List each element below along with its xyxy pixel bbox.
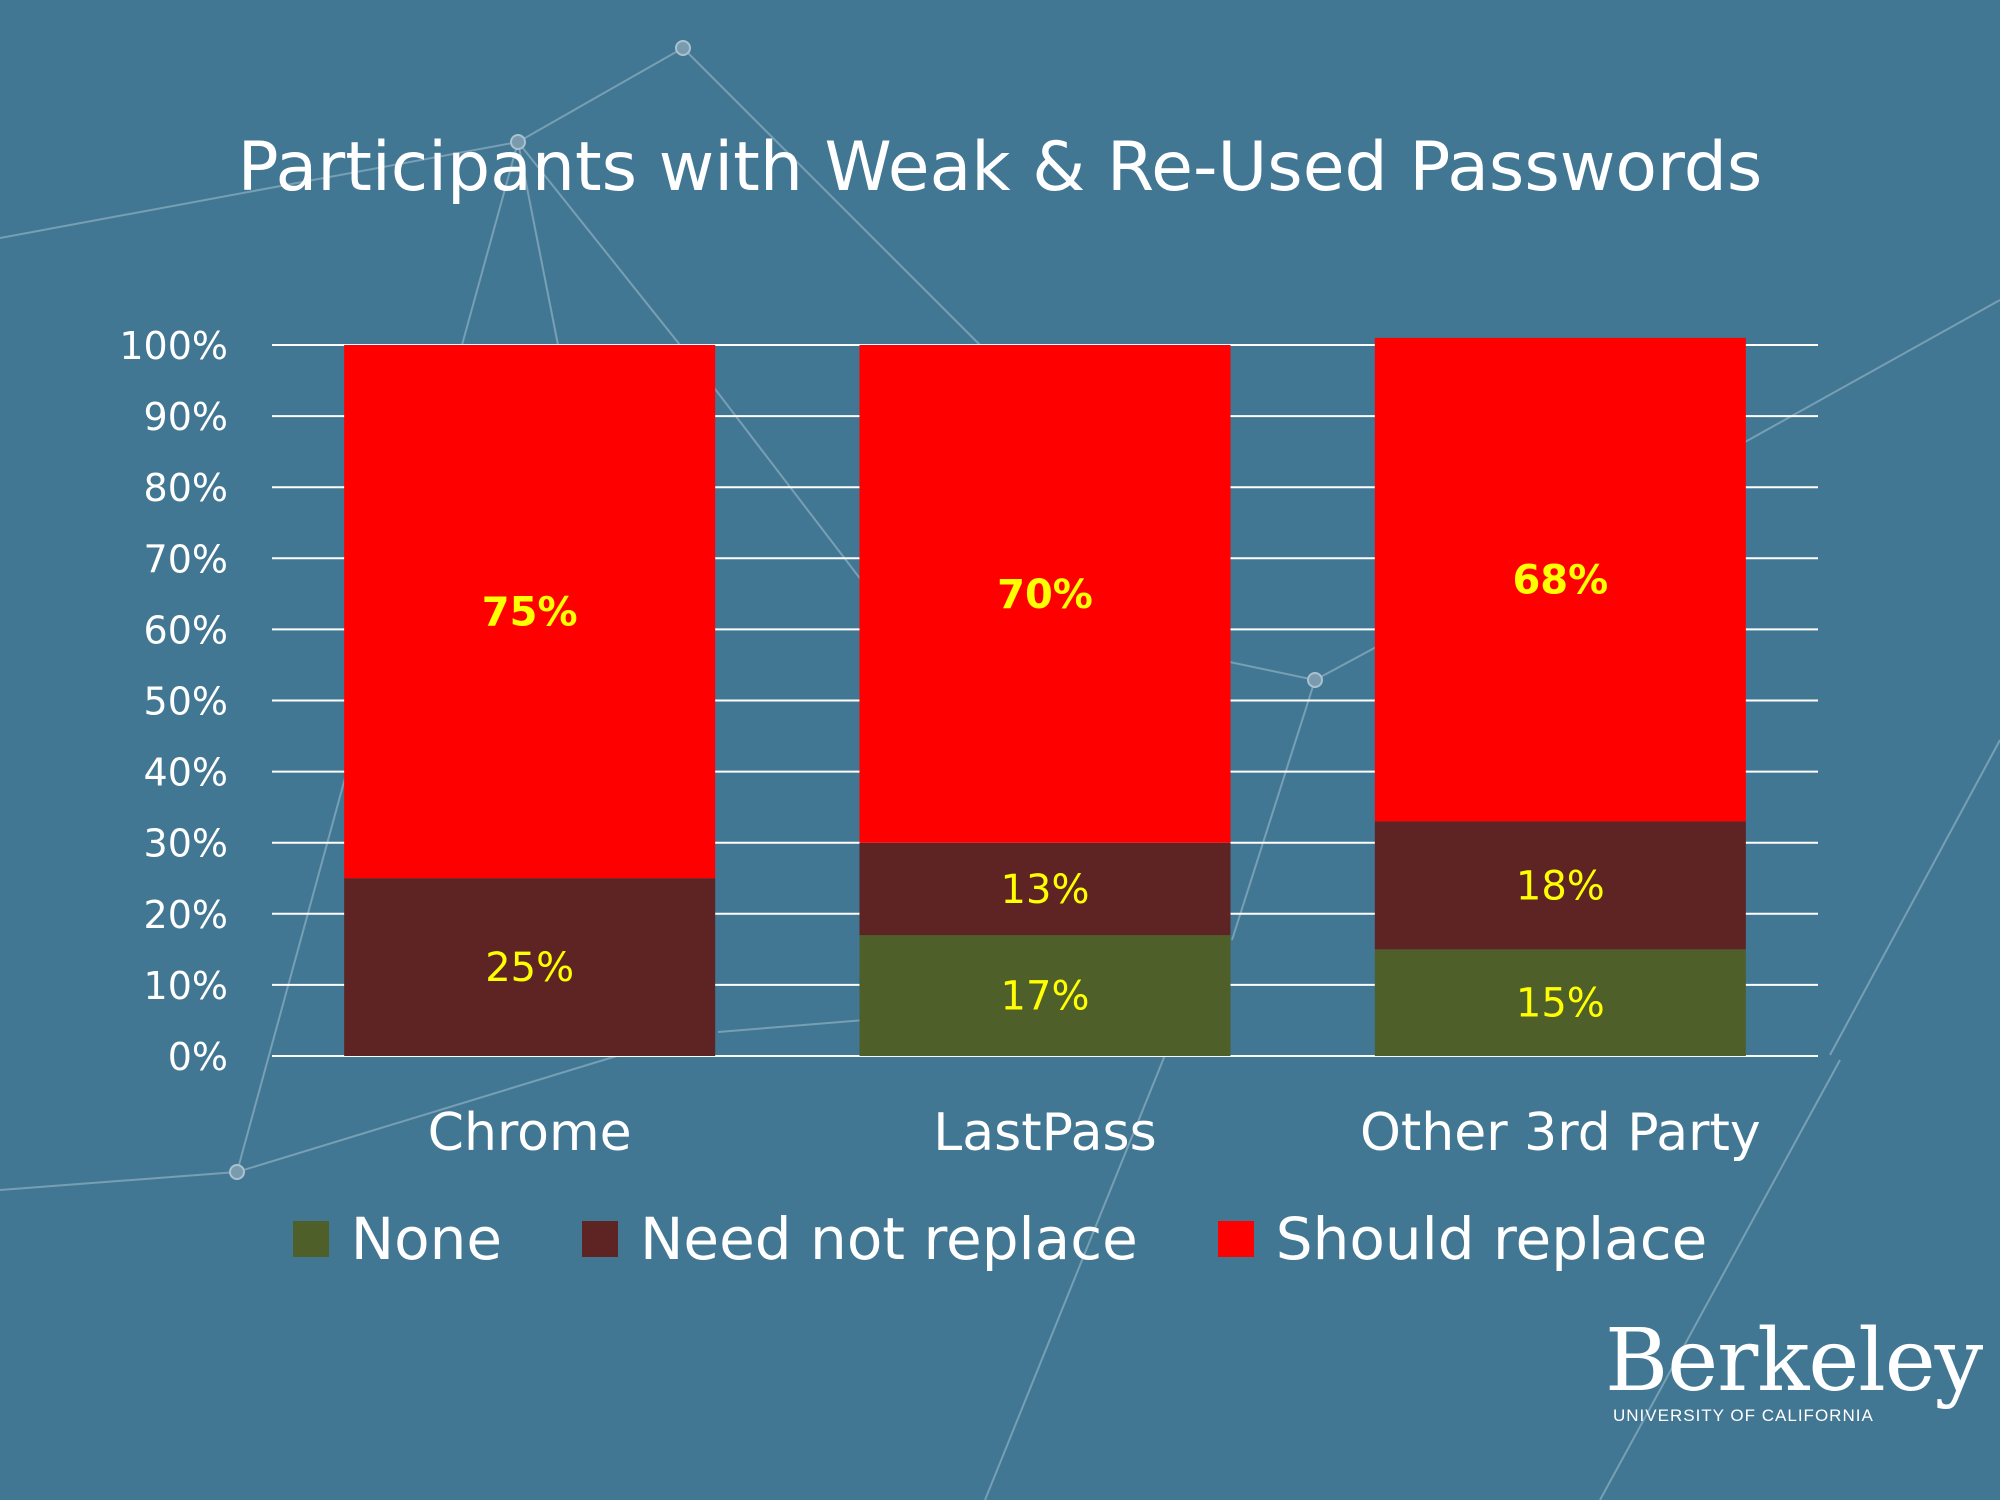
y-axis-tick-labels: 0% 10% 20% 30% 40% 50% 60% 70% 80% 90% 100% [119,324,228,1079]
logo-wordmark: Berkeley [1605,1311,1983,1411]
bar-segment [344,878,716,1056]
bar-segment [859,842,1231,936]
y-tick-label: 20% [144,893,228,937]
y-tick-label: 10% [144,964,228,1008]
y-tick-label: 40% [144,751,228,795]
x-category-label: Chrome [428,1103,632,1163]
y-tick-label: 90% [144,395,228,439]
bar-segment [1374,949,1746,1056]
data-label: 18% [1516,863,1605,909]
y-tick-label: 60% [144,608,228,652]
data-label: 15% [1516,981,1605,1027]
bar-segment [344,345,716,879]
legend-swatch-need-not-replace [582,1221,619,1257]
data-label: 13% [1001,867,1090,913]
logo-subtitle: UNIVERSITY OF CALIFORNIA [1613,1406,1874,1425]
x-category-label: LastPass [933,1103,1156,1163]
data-labels: 25% 75% 17% 13% 70% 15% 18% 68% [482,558,1608,1027]
data-label: 75% [482,590,578,636]
bar-segment [859,935,1231,1056]
legend-item-should-replace: Should replace [1217,1205,1708,1273]
data-label: 70% [997,572,1093,618]
data-label: 25% [485,945,574,991]
berkeley-logo: Berkeley UNIVERSITY OF CALIFORNIA [1605,1311,1983,1426]
y-tick-label: 80% [144,466,228,510]
legend-item-need-not-replace: Need not replace [582,1205,1138,1273]
data-label: 68% [1512,558,1608,604]
y-tick-label: 50% [144,680,228,724]
chart-title: Participants with Weak & Re-Used Passwor… [237,128,1763,207]
bar-segment [859,345,1231,843]
bar-segment [1374,337,1746,822]
y-tick-label: 70% [144,537,228,581]
bars [344,337,1746,1056]
bar-segment [1374,821,1746,950]
legend-label-should-replace: Should replace [1275,1205,1708,1273]
legend-swatch-should-replace [1217,1221,1254,1257]
x-axis-category-labels: Chrome LastPass Other 3rd Party [428,1103,1761,1163]
legend-swatch-none [292,1221,329,1257]
y-tick-label: 100% [119,324,228,368]
legend-label-none: None [350,1205,503,1273]
legend-label-need-not-replace: Need not replace [640,1205,1138,1273]
y-tick-label: 30% [144,822,228,866]
chart-legend: None Need not replace Should replace [0,1205,2000,1273]
data-label: 17% [1001,974,1090,1020]
x-category-label: Other 3rd Party [1360,1103,1761,1163]
y-tick-label: 0% [168,1035,228,1079]
legend-item-none: None [292,1205,503,1273]
